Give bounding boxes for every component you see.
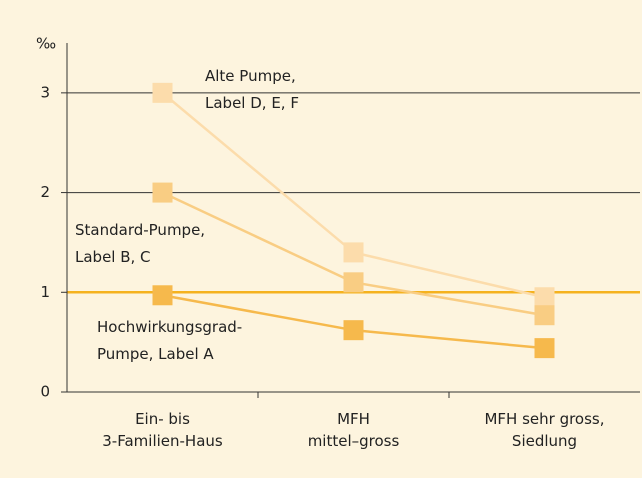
y-tick-label: 0 [40,383,50,401]
x-tick-label-line: MFH [337,410,370,428]
series-label-line: Standard-Pumpe, [75,221,205,239]
x-tick-label-line: MFH sehr gross, [484,410,604,428]
point-marker [343,320,364,341]
series-label-line: Pumpe, Label A [97,345,214,363]
x-tick-label: MFH sehr gross, Siedlung [484,410,604,450]
point-marker [152,82,173,103]
y-tick-label: 1 [40,283,50,301]
x-tick-label-line: 3-Familien-Haus [102,432,223,450]
series-label: Alte Pumpe, Label D, E, F [205,67,299,112]
series-label-line: Label B, C [75,248,151,266]
series-label: Standard-Pumpe, Label B, C [75,221,205,266]
point-marker [534,338,555,359]
point-marker [343,242,364,263]
x-tick-label-line: Ein- bis [135,410,190,428]
series-label-line: Hochwirkungsgrad- [97,318,242,336]
series-label-line: Label D, E, F [205,94,299,112]
y-tick-label: 2 [40,183,50,201]
point-marker [152,182,173,203]
x-tick-label: Ein- bis 3-Familien-Haus [102,410,223,450]
point-marker [534,287,555,308]
point-marker [152,285,173,306]
series-line [161,91,545,299]
y-tick-label: 3 [40,83,50,101]
x-tick-label-line: mittel–gross [308,432,400,450]
series-label: Hochwirkungsgrad- Pumpe, Label A [97,318,242,363]
series-label-line: Alte Pumpe, [205,67,296,85]
x-tick-label: MFH mittel–gross [308,410,400,450]
y-axis-label: ‰ [36,35,56,53]
point-marker [343,272,364,293]
x-tick-label-line: Siedlung [512,432,577,450]
point-marker [534,305,555,326]
